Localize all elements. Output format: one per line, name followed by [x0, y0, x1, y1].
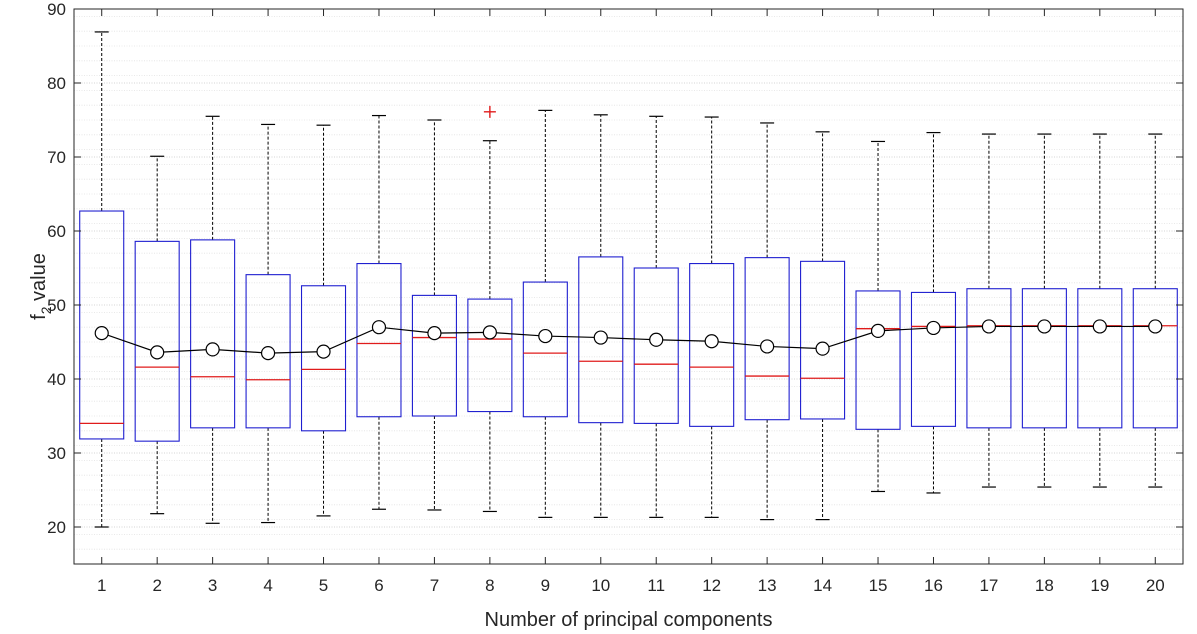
x-tick-label: 7	[430, 576, 439, 595]
x-tick-label: 14	[813, 576, 832, 595]
y-tick-label: 70	[47, 148, 66, 167]
box	[522, 281, 568, 418]
box	[356, 263, 402, 418]
mean-marker	[815, 341, 830, 356]
x-tick-label: 10	[591, 576, 610, 595]
box	[79, 210, 125, 440]
y-axis-label-rest: value	[28, 253, 50, 306]
mean-marker	[704, 334, 719, 349]
grid-lines	[74, 8, 1183, 550]
y-tick-label: 80	[47, 74, 66, 93]
y-tick-label: 30	[47, 444, 66, 463]
box	[966, 288, 1012, 429]
x-tick-label: 15	[869, 576, 888, 595]
box	[467, 298, 513, 413]
mean-marker	[94, 326, 109, 341]
mean-marker	[649, 332, 664, 347]
plot-frame	[73, 8, 1184, 565]
box	[689, 263, 735, 427]
mean-marker	[926, 320, 941, 336]
box	[411, 294, 457, 417]
x-tick-label: 18	[1035, 576, 1054, 595]
box	[190, 239, 236, 429]
x-axis-label: Number of principal components	[485, 609, 773, 631]
box	[855, 290, 901, 430]
x-tick-label: 13	[758, 576, 777, 595]
x-tick-label: 5	[319, 576, 328, 595]
x-tick-label: 19	[1090, 576, 1109, 595]
mean-marker	[538, 328, 553, 344]
box	[578, 256, 624, 424]
box	[134, 240, 180, 442]
x-tick-label: 11	[647, 576, 665, 595]
box	[633, 267, 679, 424]
box	[1132, 288, 1178, 429]
box	[300, 285, 347, 432]
y-tick-label: 50	[47, 296, 66, 315]
mean-line	[101, 325, 1156, 354]
y-tick-label: 20	[47, 518, 66, 537]
x-tick-label: 3	[208, 576, 217, 595]
y-tick-label: 60	[47, 222, 66, 241]
box	[1021, 288, 1067, 429]
x-tick-label: 16	[924, 576, 943, 595]
x-tick-label: 4	[263, 576, 272, 595]
mean-marker	[482, 325, 497, 340]
mean-marker	[1037, 319, 1052, 334]
x-tick-label: 1	[97, 576, 106, 595]
y-tick-label: 40	[47, 370, 66, 389]
x-tick-label: 8	[485, 576, 494, 595]
y-axis-label: f2 value	[28, 253, 54, 320]
mean-marker	[150, 345, 165, 360]
mean-marker	[981, 319, 997, 334]
x-tick-label: 20	[1146, 576, 1165, 595]
x-tick-label: 12	[702, 576, 721, 595]
mean-marker	[1092, 319, 1107, 334]
y-axis-label-main: f	[28, 314, 50, 320]
mean-marker	[205, 342, 220, 357]
y-tick-label: 90	[47, 0, 66, 19]
outlier-marker	[483, 105, 496, 118]
box	[744, 257, 790, 421]
box	[1077, 288, 1123, 429]
mean-marker	[1148, 319, 1163, 334]
mean-marker	[427, 326, 442, 341]
x-tick-label: 9	[541, 576, 550, 595]
x-tick-label: 6	[374, 576, 383, 595]
x-tick-label: 17	[979, 576, 998, 595]
box	[800, 260, 846, 420]
mean-marker	[260, 346, 276, 361]
mean-marker	[760, 339, 775, 354]
mean-marker	[593, 330, 608, 345]
boxes	[79, 31, 1178, 528]
mean-marker	[371, 320, 387, 335]
mean-series	[94, 319, 1163, 361]
box	[910, 291, 957, 427]
x-tick-label: 2	[152, 576, 161, 595]
mean-marker	[870, 323, 886, 338]
y-axis-label-sub: 2	[38, 306, 54, 314]
mean-marker	[316, 344, 331, 359]
